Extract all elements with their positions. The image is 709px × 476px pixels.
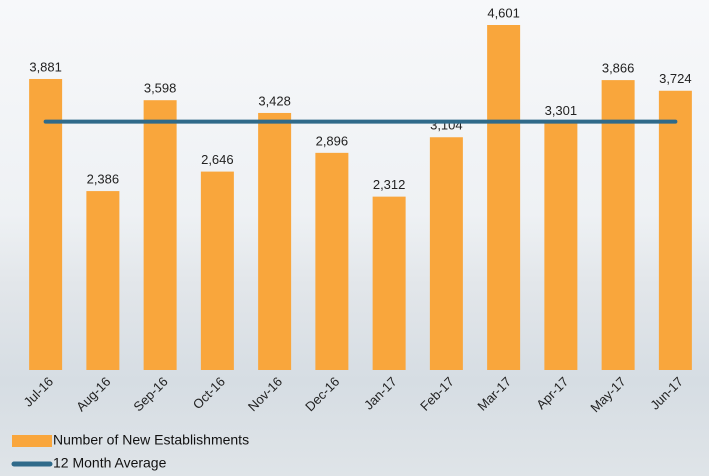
data-label: 3,428	[258, 93, 291, 108]
legend-label: Number of New Establishments	[53, 432, 249, 448]
data-label: 2,386	[87, 172, 120, 187]
chart: Number of New Establishments 12 Month Ave…	[0, 0, 709, 476]
page: {"chart_data": {"type": "bar", "categori…	[0, 0, 709, 476]
data-label: 3,724	[659, 71, 692, 86]
bar	[201, 172, 234, 370]
bar	[487, 25, 520, 370]
data-label: 4,601	[487, 5, 520, 20]
bar	[373, 197, 406, 370]
data-label: 2,646	[201, 152, 234, 167]
data-label: 3,881	[29, 59, 62, 74]
data-label: 3,301	[545, 103, 578, 118]
bar	[144, 100, 177, 370]
bar	[544, 122, 577, 370]
bar	[315, 153, 348, 370]
data-label: 2,896	[316, 133, 349, 148]
bar	[258, 113, 291, 370]
bar	[86, 191, 119, 370]
data-label: 2,312	[373, 177, 406, 192]
data-label: 3,598	[144, 81, 177, 96]
bar	[659, 91, 692, 370]
legend-label: 12 Month Average	[53, 455, 167, 471]
legend-swatch	[12, 435, 52, 447]
data-label: 3,866	[602, 61, 635, 76]
bar	[430, 137, 463, 370]
